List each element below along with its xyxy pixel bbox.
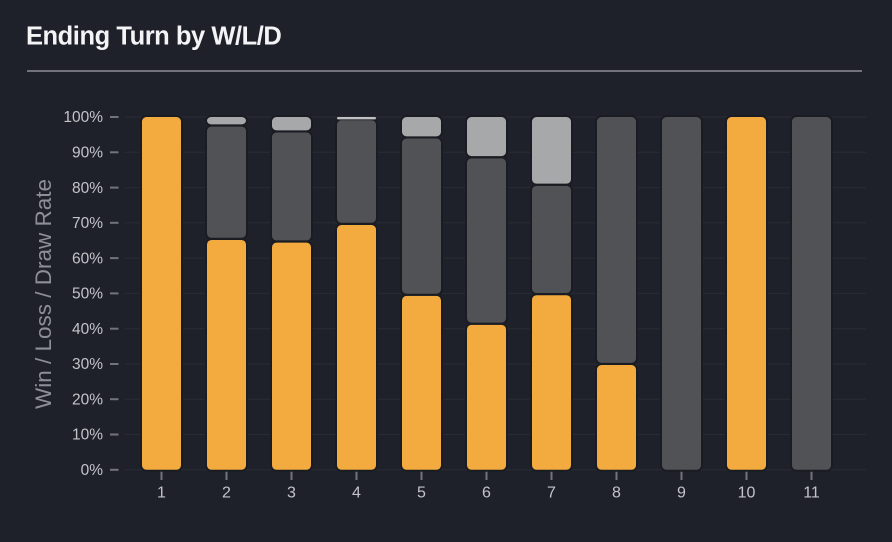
svg-text:5: 5 [417,485,426,502]
svg-text:70%: 70% [72,215,103,232]
svg-text:Ending Turn by W/L/D: Ending Turn by W/L/D [26,23,281,51]
svg-text:90%: 90% [72,145,103,162]
svg-text:11: 11 [803,485,820,502]
svg-text:10%: 10% [72,427,103,444]
svg-text:80%: 80% [72,180,103,197]
svg-text:2: 2 [222,485,231,502]
svg-text:30%: 30% [72,356,103,373]
svg-text:50%: 50% [72,286,103,303]
svg-text:7: 7 [547,485,556,502]
svg-text:1: 1 [157,485,166,502]
svg-text:0%: 0% [81,462,104,479]
svg-text:20%: 20% [72,391,103,408]
svg-text:100%: 100% [63,109,103,126]
svg-text:6: 6 [482,485,491,502]
svg-text:8: 8 [612,485,621,502]
svg-text:Win / Loss / Draw Rate: Win / Loss / Draw Rate [31,179,56,409]
svg-text:4: 4 [352,485,361,502]
svg-text:10: 10 [738,485,756,502]
svg-text:60%: 60% [72,250,103,267]
svg-text:3: 3 [287,485,296,502]
svg-text:9: 9 [677,485,686,502]
svg-text:40%: 40% [72,321,103,338]
